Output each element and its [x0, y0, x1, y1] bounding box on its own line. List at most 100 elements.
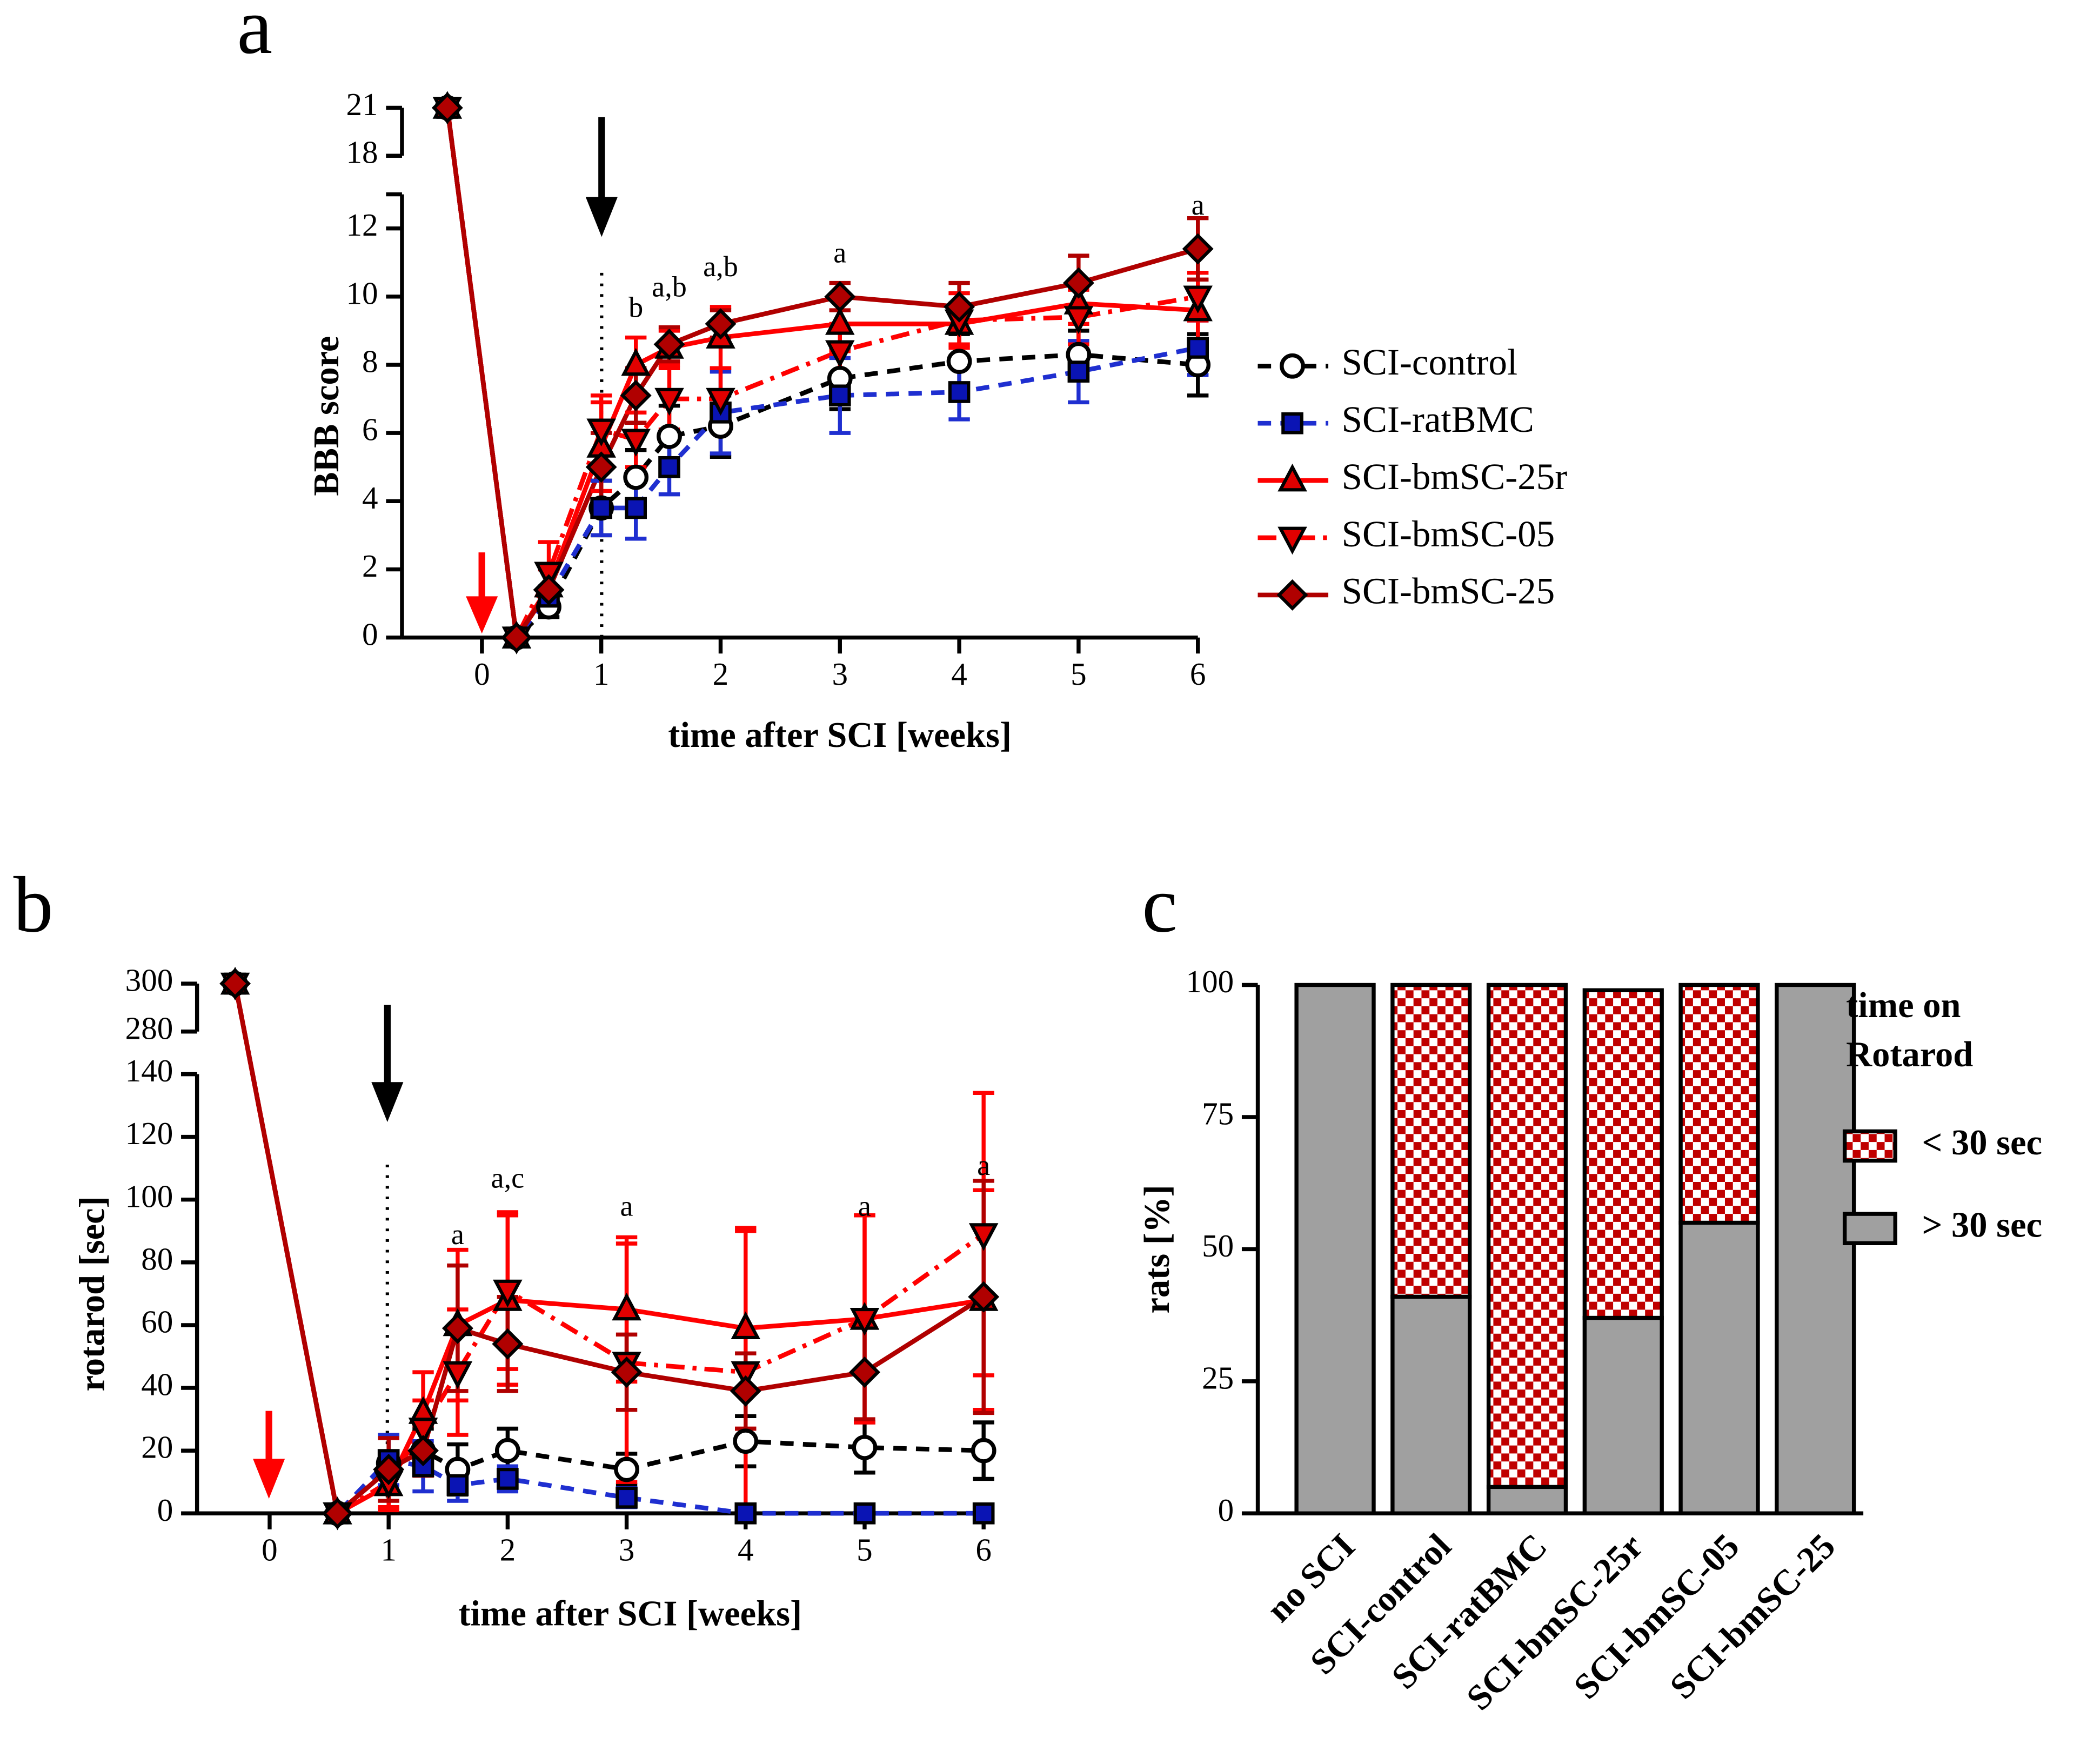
panel-label: a [237, 0, 273, 70]
x-tick-label: 0 [262, 1532, 278, 1568]
bar-segment [1582, 1315, 1664, 1515]
marker [731, 1361, 761, 1389]
marker [1277, 463, 1307, 492]
marker [493, 1279, 523, 1308]
y-axis-label: BBB score [307, 336, 346, 496]
marker [1063, 306, 1094, 334]
marker [1281, 412, 1303, 435]
marker [825, 340, 855, 368]
bar-segment [1294, 983, 1376, 1515]
annotation: a [858, 1190, 871, 1222]
marker [1182, 233, 1214, 265]
y-tick-label: 8 [362, 344, 378, 379]
legend-swatch [1842, 1212, 1897, 1245]
x-tick-label: SCI-bmSC-05 [1567, 1526, 1747, 1707]
y-tick-label: 20 [141, 1429, 173, 1465]
marker [497, 1468, 519, 1490]
annotation: a,b [652, 271, 687, 303]
marker [948, 381, 971, 403]
x-axis-label: time after SCI [weeks] [668, 716, 1012, 755]
y-tick-label: 21 [346, 86, 378, 122]
y-tick-label: 300 [125, 963, 173, 998]
legend-label: > 30 sec [1922, 1205, 2042, 1245]
annotation: a,c [491, 1161, 525, 1194]
marker [373, 1453, 405, 1485]
bar-segment [1582, 988, 1664, 1320]
series-line [232, 983, 984, 1519]
marker [590, 497, 612, 519]
marker [623, 464, 649, 490]
y-tick-label: 10 [346, 275, 378, 311]
panel-label: c [1142, 860, 1178, 948]
y-axis-label: rats [%] [1138, 1185, 1177, 1313]
y-tick-label: 0 [157, 1492, 173, 1528]
x-tick-label: 2 [500, 1532, 516, 1568]
y-tick-label: 140 [125, 1053, 173, 1088]
bar-segment [1486, 983, 1568, 1489]
marker [731, 1311, 761, 1340]
series-line [232, 983, 984, 1518]
marker [1276, 579, 1308, 611]
legend-label: SCI-ratBMC [1342, 399, 1534, 440]
x-tick-label: 6 [975, 1532, 992, 1568]
x-tick-label: 1 [380, 1532, 397, 1568]
marker [653, 329, 685, 360]
series-line [232, 983, 984, 1517]
marker [446, 1474, 469, 1496]
marker [500, 622, 532, 653]
bar-segment [1775, 983, 1856, 1515]
marker [944, 291, 975, 323]
bar-segment [1678, 1220, 1760, 1515]
legend-label: SCI-bmSC-25 [1342, 571, 1555, 612]
legend-title: Rotarod [1846, 1035, 1973, 1074]
marker [612, 1292, 641, 1321]
annotation: a [451, 1218, 464, 1251]
y-tick-label: 60 [141, 1304, 173, 1339]
marker [1067, 360, 1090, 383]
marker [586, 418, 616, 447]
x-tick-label: SCI-bmSC-25 [1662, 1526, 1843, 1707]
marker [849, 1308, 880, 1336]
marker [1280, 353, 1305, 379]
marker [828, 384, 851, 407]
y-tick-label: 12 [346, 207, 378, 243]
x-tick-label: 3 [832, 656, 848, 692]
legend-swatch [1842, 1129, 1897, 1163]
marker [946, 349, 972, 375]
legend-label: SCI-bmSC-05 [1342, 513, 1555, 554]
y-tick-label: 4 [362, 480, 378, 516]
marker [625, 497, 647, 519]
y-tick-label: 100 [125, 1178, 173, 1214]
marker [1277, 526, 1307, 555]
y-tick-label: 75 [1202, 1095, 1234, 1131]
y-tick-label: 25 [1202, 1360, 1234, 1395]
marker [621, 429, 651, 457]
bar-segment [1678, 983, 1760, 1225]
marker [706, 387, 735, 416]
y-tick-label: 6 [362, 412, 378, 447]
marker [853, 1502, 876, 1525]
y-axis-label: rotarod [sec] [73, 1196, 112, 1391]
marker [322, 1498, 353, 1529]
marker [621, 348, 651, 376]
legend-label: SCI-bmSC-25r [1342, 456, 1568, 497]
x-tick-label: 3 [619, 1532, 635, 1568]
marker [852, 1434, 878, 1460]
y-tick-label: 0 [1218, 1492, 1234, 1528]
x-tick-label: 1 [593, 656, 610, 692]
marker [730, 1375, 761, 1407]
marker [968, 1223, 999, 1251]
legend-title: time on [1846, 986, 1961, 1025]
y-tick-label: 100 [1186, 964, 1234, 999]
y-tick-label: 120 [125, 1115, 173, 1151]
marker [407, 1435, 439, 1467]
marker [1183, 285, 1213, 314]
x-tick-label: 5 [1071, 656, 1087, 692]
marker [443, 1361, 473, 1389]
marker [431, 92, 463, 124]
marker [611, 1357, 643, 1388]
marker [1062, 267, 1094, 299]
legend-label: SCI-control [1342, 342, 1518, 383]
marker [658, 456, 680, 478]
